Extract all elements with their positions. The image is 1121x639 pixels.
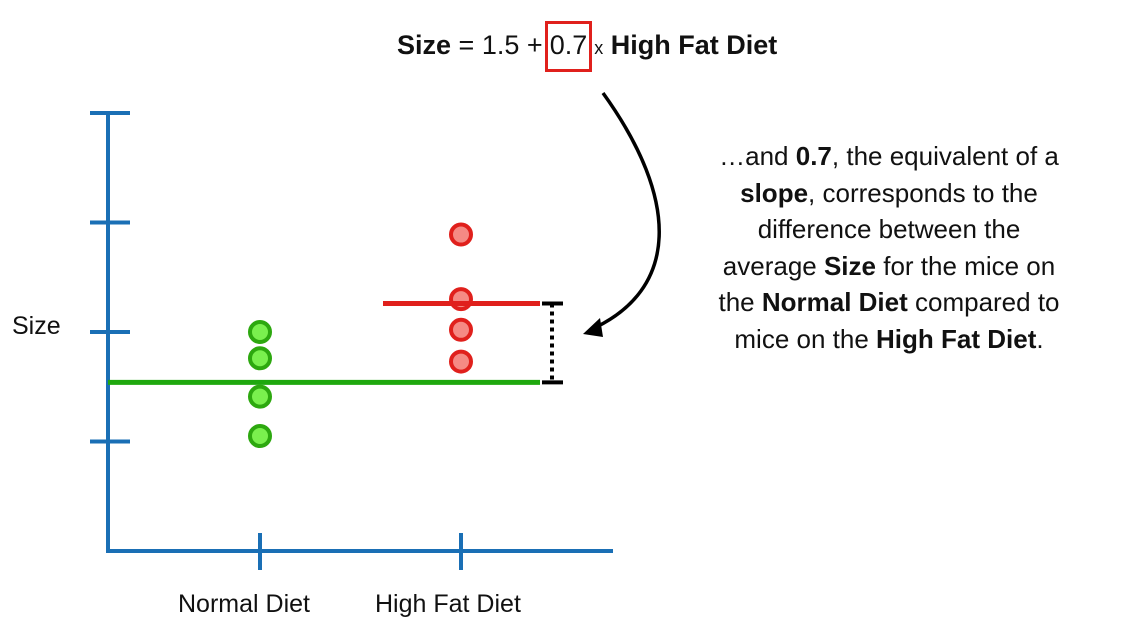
normal-diet-point	[248, 384, 272, 409]
equation: Size = 1.5 +0.7 x High Fat Diet	[397, 21, 778, 72]
note-text: mice on the	[734, 323, 877, 354]
note-line: difference between the	[660, 211, 1118, 248]
slope-highlight-box: 0.7	[544, 21, 593, 72]
high-fat-diet-point	[449, 222, 473, 247]
normal-diet-point	[248, 346, 272, 371]
explanation-text: …and 0.7, the equivalent of a slope, cor…	[660, 138, 1118, 357]
eq-times: x	[594, 38, 604, 58]
note-line: …and 0.7, the equivalent of a	[660, 138, 1118, 175]
eq-plus: +	[526, 30, 543, 60]
note-bold: Normal Diet	[761, 287, 908, 317]
arrow-head-icon	[583, 318, 603, 337]
eq-lhs: Size	[397, 30, 452, 60]
note-text: for the mice on	[876, 250, 1056, 281]
note-text: …and	[719, 141, 796, 171]
eq-slope: 0.7	[549, 30, 588, 60]
note-bold: slope	[740, 177, 809, 208]
y-axis-label: Size	[12, 312, 61, 340]
high-fat-diet-point	[449, 349, 473, 374]
note-line: slope, corresponds to the	[660, 175, 1118, 212]
note-text: the	[718, 287, 762, 317]
arrow-curve	[589, 91, 661, 332]
note-line: the Normal Diet compared to	[660, 284, 1118, 321]
normal-diet-point	[248, 320, 272, 344]
x-tick-label-normal: Normal Diet	[178, 590, 310, 618]
note-text: average	[722, 250, 824, 281]
note-text: difference between the	[757, 214, 1021, 244]
note-line: average Size for the mice on	[660, 248, 1118, 285]
eq-intercept: 1.5	[481, 30, 520, 60]
note-line: mice on the High Fat Diet.	[660, 321, 1118, 358]
note-bold: 0.7	[795, 141, 832, 171]
high-fat-diet-point	[449, 317, 473, 342]
note-bold: High Fat Diet	[876, 323, 1037, 354]
high-fat-diet-point	[449, 287, 473, 312]
eq-equals: =	[458, 30, 475, 60]
note-text: compared to	[907, 287, 1060, 317]
note-text: .	[1036, 323, 1044, 354]
eq-variable: High Fat Diet	[610, 30, 778, 60]
note-bold: Size	[823, 250, 876, 281]
x-tick-label-high-fat: High Fat Diet	[375, 590, 521, 618]
normal-diet-point	[248, 424, 272, 449]
note-text: , corresponds to the	[808, 177, 1038, 208]
note-text: , the equivalent of a	[831, 141, 1059, 171]
